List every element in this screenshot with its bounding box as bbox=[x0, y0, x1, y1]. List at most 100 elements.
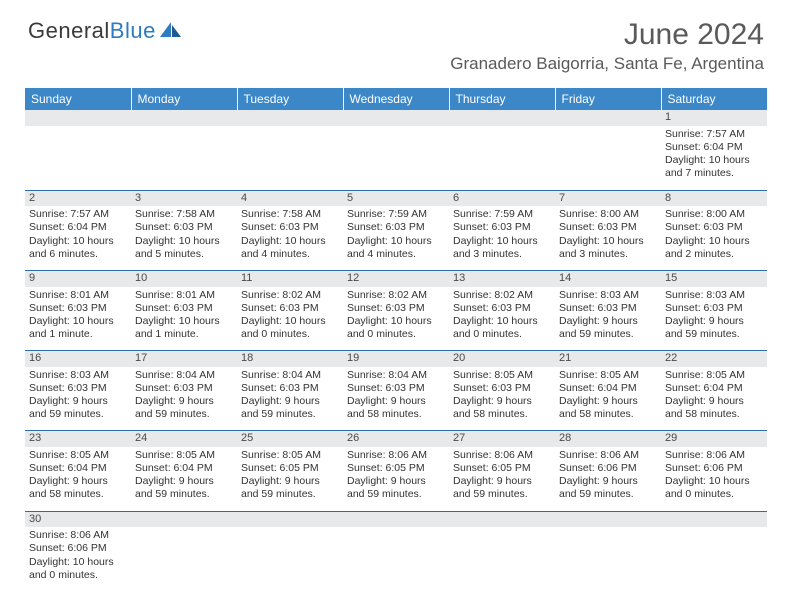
day-number: 2 bbox=[25, 190, 131, 206]
day-number: 22 bbox=[661, 351, 767, 367]
sunset-text: Sunset: 6:03 PM bbox=[135, 302, 233, 315]
day-cell: Sunrise: 8:01 AMSunset: 6:03 PMDaylight:… bbox=[25, 287, 131, 351]
weekday-header: Friday bbox=[555, 88, 661, 110]
sunrise-text: Sunrise: 7:57 AM bbox=[665, 128, 763, 141]
sunrise-text: Sunrise: 8:05 AM bbox=[135, 449, 233, 462]
daylight-text: Daylight: 10 hours and 0 minutes. bbox=[241, 315, 339, 341]
day-number bbox=[25, 110, 131, 126]
sunrise-text: Sunrise: 8:05 AM bbox=[453, 369, 551, 382]
day-cell: Sunrise: 8:00 AMSunset: 6:03 PMDaylight:… bbox=[661, 206, 767, 270]
sunrise-text: Sunrise: 8:02 AM bbox=[241, 289, 339, 302]
day-cell: Sunrise: 8:05 AMSunset: 6:04 PMDaylight:… bbox=[131, 447, 237, 511]
sunset-text: Sunset: 6:03 PM bbox=[135, 382, 233, 395]
day-cell bbox=[661, 527, 767, 591]
daylight-text: Daylight: 9 hours and 59 minutes. bbox=[135, 475, 233, 501]
sunrise-text: Sunrise: 8:06 AM bbox=[665, 449, 763, 462]
day-number: 16 bbox=[25, 351, 131, 367]
sunset-text: Sunset: 6:04 PM bbox=[665, 382, 763, 395]
day-cell: Sunrise: 7:59 AMSunset: 6:03 PMDaylight:… bbox=[449, 206, 555, 270]
daylight-text: Daylight: 10 hours and 0 minutes. bbox=[347, 315, 445, 341]
day-cell bbox=[25, 126, 131, 190]
day-cell bbox=[343, 527, 449, 591]
sunrise-text: Sunrise: 8:03 AM bbox=[665, 289, 763, 302]
day-cell: Sunrise: 8:00 AMSunset: 6:03 PMDaylight:… bbox=[555, 206, 661, 270]
daylight-text: Daylight: 10 hours and 3 minutes. bbox=[453, 235, 551, 261]
daylight-text: Daylight: 9 hours and 59 minutes. bbox=[559, 315, 657, 341]
sunrise-text: Sunrise: 8:01 AM bbox=[135, 289, 233, 302]
daylight-text: Daylight: 9 hours and 59 minutes. bbox=[347, 475, 445, 501]
logo-text-1: General bbox=[28, 18, 110, 44]
day-number: 24 bbox=[131, 431, 237, 447]
day-number: 8 bbox=[661, 190, 767, 206]
sunrise-text: Sunrise: 7:58 AM bbox=[241, 208, 339, 221]
sunset-text: Sunset: 6:04 PM bbox=[559, 382, 657, 395]
day-number bbox=[237, 110, 343, 126]
sunrise-text: Sunrise: 8:03 AM bbox=[29, 369, 127, 382]
daylight-text: Daylight: 9 hours and 59 minutes. bbox=[241, 395, 339, 421]
title-block: June 2024 Granadero Baigorria, Santa Fe,… bbox=[450, 18, 764, 74]
sunrise-text: Sunrise: 7:58 AM bbox=[135, 208, 233, 221]
daylight-text: Daylight: 10 hours and 0 minutes. bbox=[665, 475, 763, 501]
day-number: 25 bbox=[237, 431, 343, 447]
month-title: June 2024 bbox=[450, 18, 764, 52]
daylight-text: Daylight: 10 hours and 5 minutes. bbox=[135, 235, 233, 261]
weekday-header: Saturday bbox=[661, 88, 767, 110]
weekday-header: Wednesday bbox=[343, 88, 449, 110]
daylight-text: Daylight: 10 hours and 6 minutes. bbox=[29, 235, 127, 261]
day-number: 14 bbox=[555, 270, 661, 286]
sunrise-text: Sunrise: 8:01 AM bbox=[29, 289, 127, 302]
logo-sail-icon bbox=[159, 21, 183, 39]
daylight-text: Daylight: 9 hours and 59 minutes. bbox=[559, 475, 657, 501]
sunrise-text: Sunrise: 8:06 AM bbox=[453, 449, 551, 462]
sunrise-text: Sunrise: 8:00 AM bbox=[665, 208, 763, 221]
day-number: 7 bbox=[555, 190, 661, 206]
day-cell: Sunrise: 8:02 AMSunset: 6:03 PMDaylight:… bbox=[237, 287, 343, 351]
weekday-header: Tuesday bbox=[237, 88, 343, 110]
sunset-text: Sunset: 6:03 PM bbox=[559, 221, 657, 234]
day-cell: Sunrise: 7:57 AMSunset: 6:04 PMDaylight:… bbox=[25, 206, 131, 270]
day-number: 10 bbox=[131, 270, 237, 286]
day-cell: Sunrise: 8:05 AMSunset: 6:04 PMDaylight:… bbox=[25, 447, 131, 511]
day-number: 15 bbox=[661, 270, 767, 286]
sunset-text: Sunset: 6:05 PM bbox=[453, 462, 551, 475]
day-number: 3 bbox=[131, 190, 237, 206]
calendar-table: SundayMondayTuesdayWednesdayThursdayFrid… bbox=[25, 88, 767, 591]
daylight-text: Daylight: 9 hours and 59 minutes. bbox=[665, 315, 763, 341]
day-number: 12 bbox=[343, 270, 449, 286]
day-cell: Sunrise: 8:04 AMSunset: 6:03 PMDaylight:… bbox=[237, 367, 343, 431]
day-cell: Sunrise: 8:06 AMSunset: 6:06 PMDaylight:… bbox=[555, 447, 661, 511]
daylight-text: Daylight: 10 hours and 3 minutes. bbox=[559, 235, 657, 261]
sunrise-text: Sunrise: 8:06 AM bbox=[347, 449, 445, 462]
sunset-text: Sunset: 6:03 PM bbox=[665, 221, 763, 234]
day-cell bbox=[555, 527, 661, 591]
day-cell bbox=[555, 126, 661, 190]
day-number: 18 bbox=[237, 351, 343, 367]
sunset-text: Sunset: 6:06 PM bbox=[665, 462, 763, 475]
sunrise-text: Sunrise: 8:02 AM bbox=[347, 289, 445, 302]
day-number bbox=[661, 511, 767, 527]
day-number bbox=[131, 110, 237, 126]
day-number: 1 bbox=[661, 110, 767, 126]
daylight-text: Daylight: 9 hours and 58 minutes. bbox=[453, 395, 551, 421]
day-number bbox=[343, 110, 449, 126]
daylight-text: Daylight: 10 hours and 7 minutes. bbox=[665, 154, 763, 180]
daylight-text: Daylight: 10 hours and 1 minute. bbox=[135, 315, 233, 341]
day-cell: Sunrise: 7:58 AMSunset: 6:03 PMDaylight:… bbox=[131, 206, 237, 270]
daylight-text: Daylight: 9 hours and 59 minutes. bbox=[135, 395, 233, 421]
sunrise-text: Sunrise: 8:05 AM bbox=[665, 369, 763, 382]
sunset-text: Sunset: 6:03 PM bbox=[29, 302, 127, 315]
daylight-text: Daylight: 9 hours and 58 minutes. bbox=[665, 395, 763, 421]
daylight-text: Daylight: 9 hours and 59 minutes. bbox=[241, 475, 339, 501]
day-cell bbox=[131, 527, 237, 591]
sunrise-text: Sunrise: 8:06 AM bbox=[29, 529, 127, 542]
day-cell: Sunrise: 8:02 AMSunset: 6:03 PMDaylight:… bbox=[343, 287, 449, 351]
day-number bbox=[555, 511, 661, 527]
day-cell: Sunrise: 8:04 AMSunset: 6:03 PMDaylight:… bbox=[131, 367, 237, 431]
daylight-text: Daylight: 10 hours and 0 minutes. bbox=[453, 315, 551, 341]
daylight-text: Daylight: 10 hours and 2 minutes. bbox=[665, 235, 763, 261]
day-number bbox=[131, 511, 237, 527]
day-number: 4 bbox=[237, 190, 343, 206]
sunset-text: Sunset: 6:05 PM bbox=[241, 462, 339, 475]
sunrise-text: Sunrise: 8:05 AM bbox=[241, 449, 339, 462]
weekday-header: Sunday bbox=[25, 88, 131, 110]
